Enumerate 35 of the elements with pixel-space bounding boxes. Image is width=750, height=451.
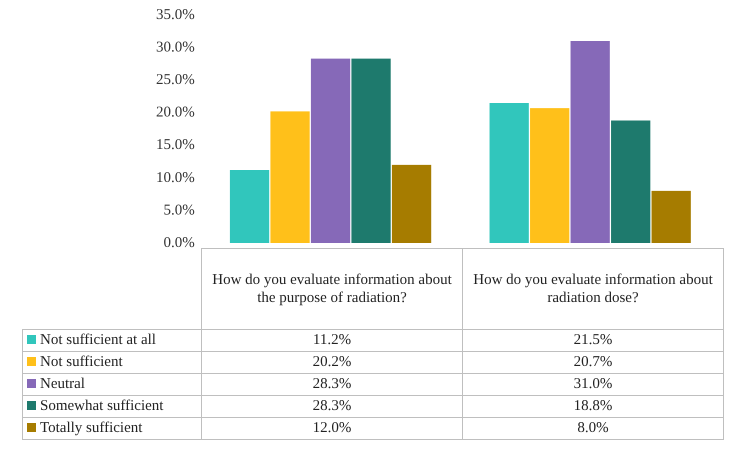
y-tick-label: 15.0% <box>156 137 195 154</box>
bar <box>392 164 432 243</box>
x-tick-label: How do you evaluate information about radiation dose? <box>462 248 724 330</box>
data-label: 31.0% <box>462 374 724 396</box>
y-tick-label: 30.0% <box>156 40 195 56</box>
y-tick-label: 20.0% <box>156 104 195 121</box>
data-label: 12.0% <box>202 418 462 440</box>
bar <box>490 102 529 243</box>
data-label: 20.2% <box>202 352 462 374</box>
legend-label: Somewhat sufficient <box>22 396 202 418</box>
data-label: 11.2% <box>202 330 462 352</box>
data-label: 21.5% <box>462 330 724 352</box>
bar <box>230 170 270 243</box>
bar <box>530 108 570 243</box>
data-label: 8.0% <box>462 418 724 440</box>
y-tick-label: 5.0% <box>163 202 195 218</box>
bar <box>611 120 650 243</box>
y-tick-label: 25.0% <box>156 72 195 88</box>
bar <box>270 111 310 243</box>
y-tick-label: 10.0% <box>156 170 195 186</box>
legend-label: Not sufficient <box>22 352 202 374</box>
data-label: 28.3% <box>202 374 462 396</box>
bar <box>310 58 350 243</box>
data-label: 20.7% <box>462 352 724 374</box>
legend-label: Neutral <box>22 374 202 396</box>
data-label: 18.8% <box>462 396 724 418</box>
bar <box>351 58 391 243</box>
x-tick-label: How do you evaluate information about the purpose of radiation? <box>202 248 462 330</box>
y-tick-label: 0.0% <box>163 234 195 251</box>
legend-label: Not sufficient at all <box>22 330 202 352</box>
y-tick-label: 35.0% <box>156 6 195 23</box>
bar <box>652 190 691 243</box>
bar <box>570 41 610 243</box>
legend-label: Totally sufficient <box>22 418 202 440</box>
data-label: 28.3% <box>202 396 462 418</box>
